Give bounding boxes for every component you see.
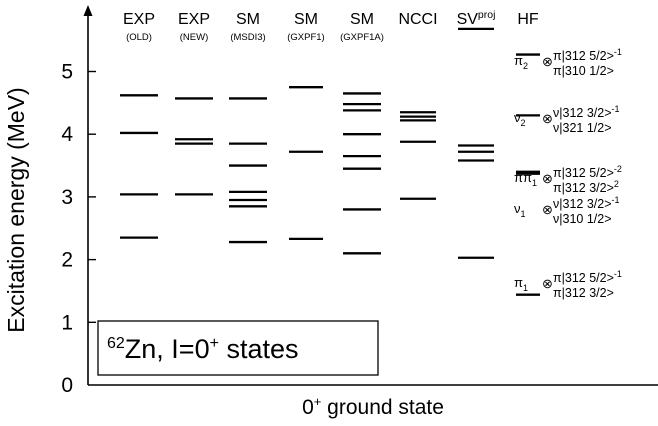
hf-config-bottom: ν|310 1/2> (553, 212, 612, 226)
column-label: EXP (123, 11, 155, 28)
column-label: EXP (178, 11, 210, 28)
column-label: SM (350, 11, 374, 28)
column-sublabel: (OLD) (126, 32, 152, 43)
hf-config-bottom: π|312 3/2> (553, 286, 614, 300)
tensor-product-sign: ⊗ (542, 276, 553, 291)
y-tick-label: 0 (61, 374, 73, 397)
column-4: SM (GXPF1A) (340, 11, 384, 255)
y-tick-label: 3 (61, 186, 73, 209)
column-label: HF (517, 11, 539, 28)
hf-state-symbol: ν2 (514, 110, 526, 128)
y-axis-label: Excitation energy (MeV) (3, 87, 29, 332)
column-sublabel: (GXPF1) (287, 32, 324, 43)
column-label: SM (294, 11, 318, 28)
hf-annotation: ν1 ⊗ ν|312 3/2>-1ν|310 1/2> (514, 195, 620, 226)
hf-config-top: ν|312 3/2>-1 (553, 104, 620, 120)
hf-state-symbol: ν1 (514, 201, 526, 219)
level-columns: EXP (OLD) EXP (NEW) SM (MSDI3) SM (GXPF1) SM (GXP… (120, 9, 540, 296)
x-axis-label: 0+ ground state (302, 394, 444, 419)
column-2: SM (MSDI3) (229, 11, 267, 244)
y-tick-label: 1 (61, 311, 73, 334)
nucleus-state-box: 62Zn, I=0+ states (97, 320, 379, 376)
column-5: NCCI (398, 11, 438, 200)
hf-state-symbol: π2 (514, 53, 528, 71)
hf-annotation: ππ1 ⊗ π|312 5/2>-2π|312 3/2>2 (514, 164, 622, 195)
y-axis-arrow (83, 5, 93, 16)
column-sublabel: (NEW) (180, 32, 209, 43)
hf-config-top: π|312 5/2>-1 (553, 269, 622, 285)
column-7: HF (516, 11, 540, 296)
hf-state-symbol: ππ1 (514, 170, 537, 188)
column-6: SVproj (457, 9, 496, 259)
column-sublabel: (GXPF1A) (340, 32, 384, 43)
column-1: EXP (NEW) (175, 11, 213, 196)
column-label: SM (236, 11, 260, 28)
hf-annotation: π1 ⊗ π|312 5/2>-1π|312 3/2> (514, 269, 622, 300)
hf-state-symbol: π1 (514, 275, 528, 293)
axes: 0 1 2 3 4 5 (61, 5, 658, 397)
hf-annotation: π2 ⊗ π|312 5/2>-1π|310 1/2> (514, 47, 622, 78)
hf-config-bottom: π|310 1/2> (553, 64, 614, 78)
hf-config-top: π|312 5/2>-2 (553, 164, 622, 180)
hf-config-top: ν|312 3/2>-1 (553, 195, 620, 211)
nucleus-state-box-frame (97, 320, 379, 376)
y-tick-label: 2 (61, 249, 73, 272)
hf-config-bottom: π|312 3/2>2 (553, 179, 619, 195)
hf-config-top: π|312 5/2>-1 (553, 47, 622, 63)
hf-config-bottom: ν|321 1/2> (553, 121, 612, 135)
y-tick-label: 5 (61, 61, 73, 84)
hf-annotation: ν2 ⊗ ν|312 3/2>-1ν|321 1/2> (514, 104, 620, 135)
nucleus-state-title: 62Zn, I=0+ states (107, 334, 298, 364)
y-ticks: 0 1 2 3 4 5 (61, 61, 96, 397)
y-tick-label: 4 (61, 123, 73, 146)
tensor-product-sign: ⊗ (542, 171, 553, 186)
tensor-product-sign: ⊗ (542, 111, 553, 126)
column-label: NCCI (398, 11, 437, 28)
column-3: SM (GXPF1) (287, 11, 325, 241)
tensor-product-sign: ⊗ (542, 202, 553, 217)
column-label: SVproj (457, 9, 496, 28)
column-sublabel: (MSDI3) (230, 32, 265, 43)
hf-annotations: π2 ⊗ π|312 5/2>-1π|310 1/2>ν2 ⊗ ν|312 3/2>-1… (514, 47, 622, 300)
column-0: EXP (OLD) (120, 11, 158, 239)
tensor-product-sign: ⊗ (542, 54, 553, 69)
